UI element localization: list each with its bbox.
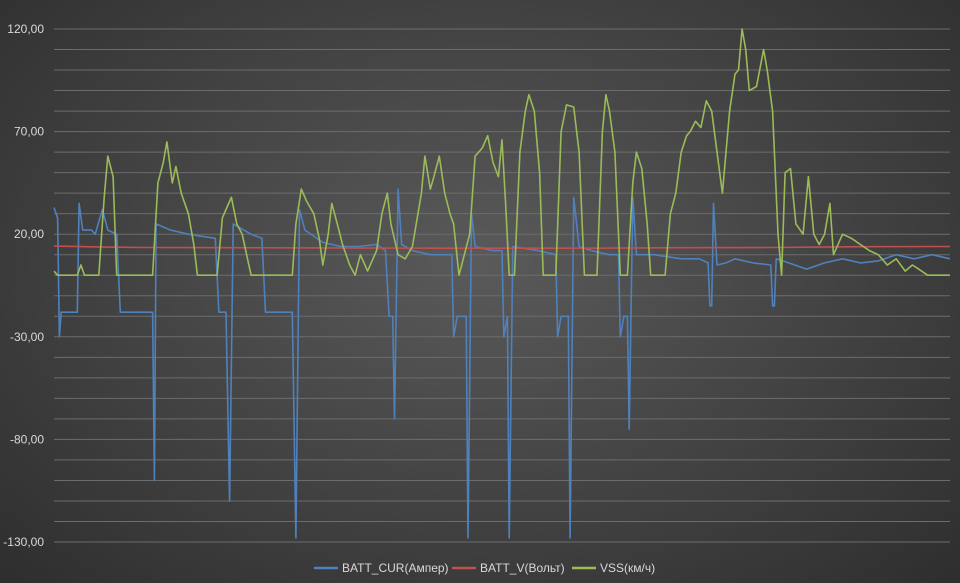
legend-label-2: VSS(км/ч) <box>600 561 655 575</box>
y-tick-label: -30,00 <box>10 330 44 344</box>
legend-label-1: BATT_V(Вольт) <box>480 561 565 575</box>
data-series <box>53 28 951 539</box>
y-tick-label: 20,00 <box>14 227 44 241</box>
series-line-2 <box>53 28 950 277</box>
series-line-1 <box>53 245 951 249</box>
y-tick-label: -80,00 <box>10 432 44 446</box>
y-tick-label: 120,00 <box>7 22 44 36</box>
series-line-0 <box>53 188 951 539</box>
y-axis-tick-labels: -130,00 -80,00 -30,00 20,00 70,00 120,00 <box>3 22 44 549</box>
legend-label-0: BATT_CUR(Ампер) <box>342 561 449 575</box>
y-tick-label: 70,00 <box>14 125 44 139</box>
legend: BATT_CUR(Ампер) BATT_V(Вольт) VSS(км/ч) <box>314 561 655 575</box>
y-tick-label: -130,00 <box>3 535 44 549</box>
